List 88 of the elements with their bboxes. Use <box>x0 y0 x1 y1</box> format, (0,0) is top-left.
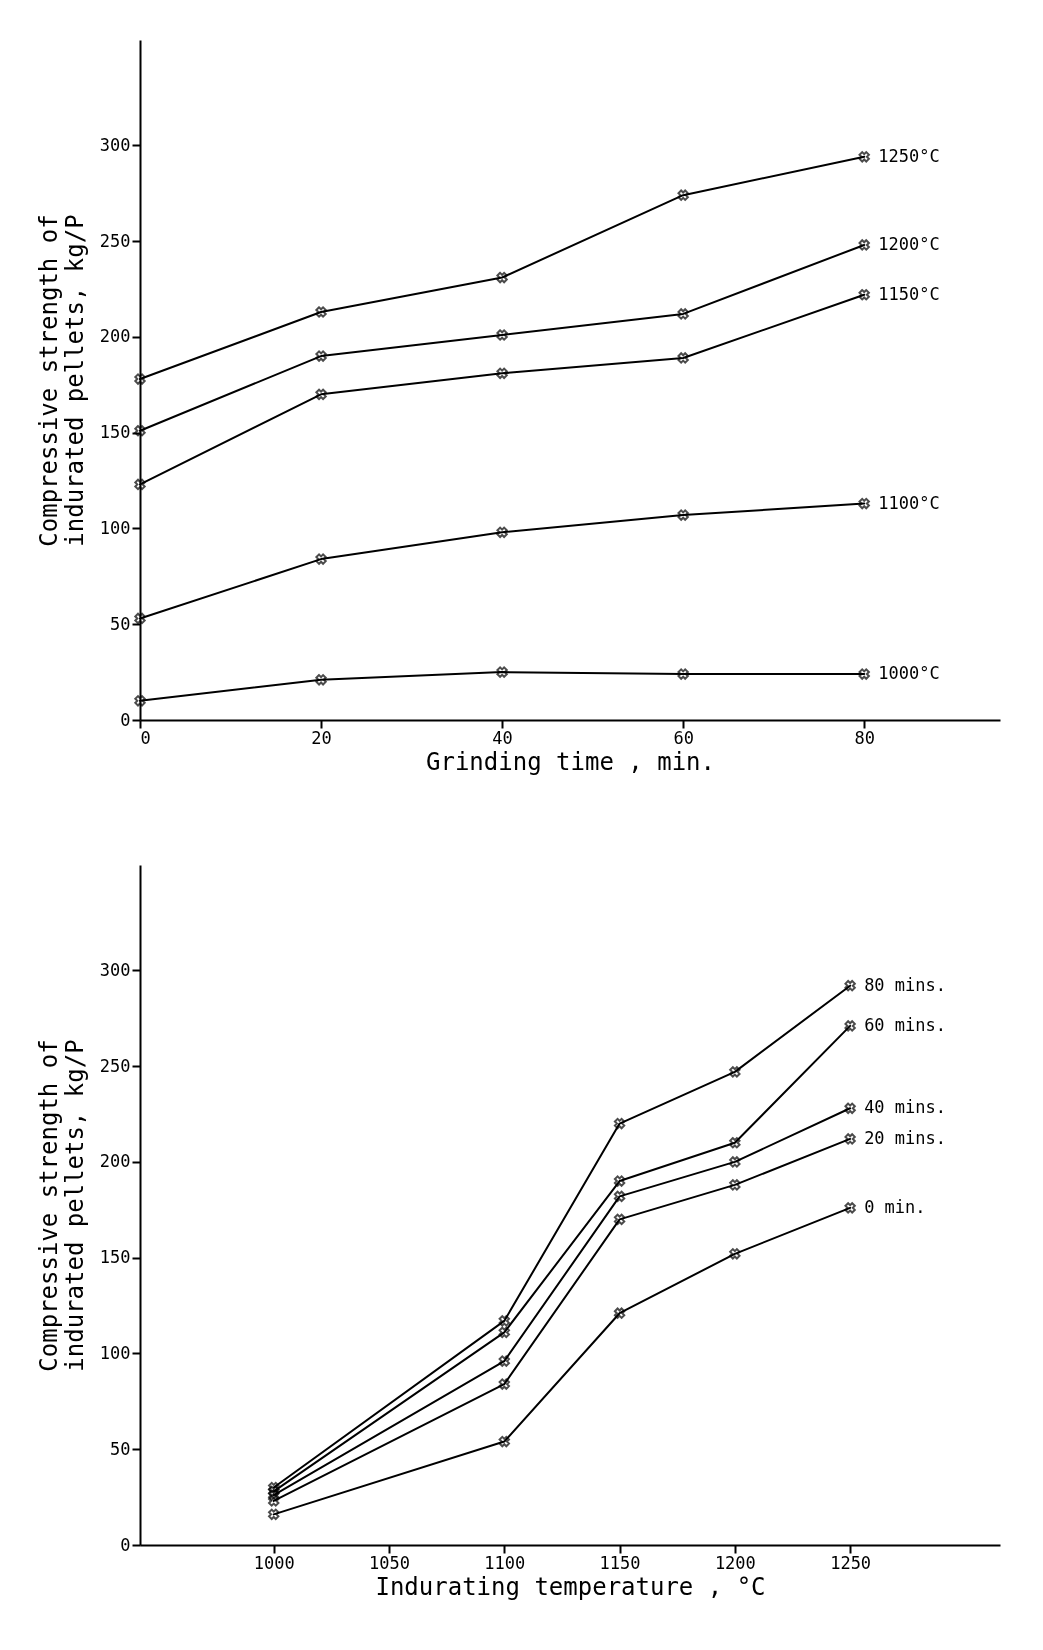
point <box>134 695 146 707</box>
x-tick-label: 60 <box>673 727 694 748</box>
y-tick-label: 100 <box>99 1342 131 1363</box>
point <box>844 1102 856 1114</box>
point <box>729 1137 741 1149</box>
x-tick-label: 1200 <box>714 1552 756 1573</box>
x-axis-title: Grinding time , min. <box>426 747 715 776</box>
point <box>315 674 327 686</box>
point <box>613 1190 626 1203</box>
point <box>613 1175 626 1187</box>
point <box>677 509 689 521</box>
y-axis-title: Compressive strength of indurated pellets, kg/P <box>34 214 89 547</box>
point <box>498 1435 510 1448</box>
point <box>268 1489 280 1501</box>
point <box>613 1307 626 1319</box>
y-tick-label: 150 <box>99 1247 131 1268</box>
point <box>613 1213 626 1226</box>
point <box>729 1248 741 1260</box>
point <box>677 189 689 201</box>
x-tick-label: 40 <box>492 727 513 748</box>
point <box>134 373 146 385</box>
y-tick-label: 300 <box>99 959 131 980</box>
series-label: 60 mins. <box>864 1014 947 1035</box>
series-label: 80 mins. <box>864 974 947 995</box>
y-tick-label: 50 <box>110 1438 131 1459</box>
y-tick-label: 0 <box>120 1534 131 1555</box>
point <box>844 1020 856 1032</box>
point <box>498 1326 510 1339</box>
point <box>858 289 870 301</box>
point <box>613 1117 626 1130</box>
point <box>677 668 689 680</box>
point <box>729 1156 741 1168</box>
y-tick-label: 200 <box>99 1151 131 1172</box>
series-label: 1150°C <box>878 283 940 304</box>
point <box>496 526 508 538</box>
point <box>858 151 870 163</box>
series-label: 20 mins. <box>864 1127 947 1148</box>
y-tick-label: 300 <box>99 134 131 155</box>
point <box>844 979 856 992</box>
x-axis-title: Indurating temperature , °C <box>375 1572 766 1601</box>
y-tick-label: 150 <box>99 422 131 443</box>
point <box>268 1485 280 1498</box>
x-tick-label: 1000 <box>253 1552 295 1573</box>
point <box>496 271 508 284</box>
x-tick-label: 0 <box>140 727 151 748</box>
point <box>268 1495 280 1507</box>
point <box>844 1202 856 1214</box>
point <box>858 497 870 510</box>
point <box>134 612 146 625</box>
point <box>858 239 870 251</box>
point <box>729 1066 741 1078</box>
point <box>844 1133 856 1145</box>
y-tick-label: 200 <box>99 326 131 347</box>
point <box>315 388 327 401</box>
y-tick-label: 0 <box>120 709 131 730</box>
point <box>858 668 870 680</box>
point <box>268 1508 280 1521</box>
point <box>496 367 508 379</box>
x-tick-label: 80 <box>854 727 875 748</box>
point <box>729 1179 741 1191</box>
point <box>677 352 689 364</box>
x-tick-label: 1050 <box>369 1552 410 1573</box>
x-tick-label: 20 <box>311 727 332 748</box>
series-label: 40 mins. <box>864 1097 947 1118</box>
point <box>496 329 508 341</box>
point <box>498 1378 510 1390</box>
y-tick-label: 250 <box>99 1055 131 1076</box>
point <box>496 666 508 678</box>
series-label: 1200°C <box>878 233 940 254</box>
x-tick-label: 1250 <box>830 1552 872 1573</box>
y-tick-label: 100 <box>99 517 131 538</box>
y-tick-label: 50 <box>110 613 131 634</box>
point <box>315 350 327 362</box>
point <box>315 553 327 565</box>
series-label: 1100°C <box>878 492 940 513</box>
point <box>315 306 327 318</box>
series-label: 1250°C <box>878 145 940 166</box>
series-label: 1000°C <box>878 663 940 684</box>
series-label: 0 min. <box>864 1196 926 1217</box>
point <box>268 1481 280 1494</box>
point <box>498 1355 510 1367</box>
y-tick-label: 250 <box>99 230 131 251</box>
x-tick-label: 1100 <box>484 1552 526 1573</box>
point <box>677 308 689 320</box>
x-tick-label: 1150 <box>599 1552 641 1573</box>
y-axis-title: Compressive strength of indurated pellets, kg/P <box>34 1039 89 1372</box>
point <box>498 1315 510 1327</box>
point <box>134 478 146 491</box>
